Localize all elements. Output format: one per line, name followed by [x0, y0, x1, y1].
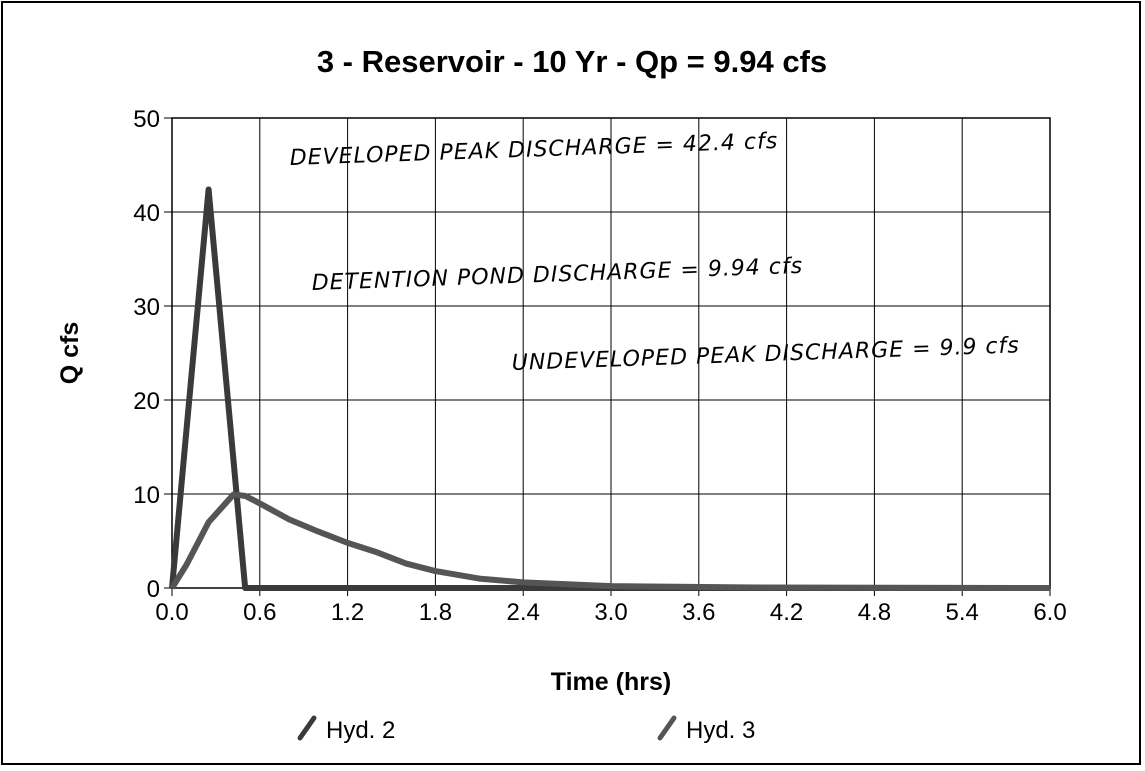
y-tick-label: 0 [147, 576, 160, 603]
y-tick-label: 40 [133, 200, 160, 227]
x-tick-label: 0.6 [243, 599, 276, 626]
chart-title: 3 - Reservoir - 10 Yr - Qp = 9.94 cfs [317, 44, 827, 79]
x-tick-label: 5.4 [946, 599, 979, 626]
y-tick-label: 10 [133, 482, 160, 509]
x-tick-label: 3.0 [594, 599, 627, 626]
legend-label: Hyd. 2 [326, 717, 395, 744]
y-tick-label: 50 [133, 106, 160, 133]
series-line [169, 491, 1051, 591]
legend-label: Hyd. 3 [686, 717, 755, 744]
legend-swatch [657, 715, 677, 741]
y-axis-label: Q cfs [56, 322, 84, 385]
legend-swatch [297, 715, 317, 741]
x-tick-label: 3.6 [682, 599, 715, 626]
x-tick-label: 6.0 [1033, 599, 1066, 626]
x-tick-label: 0.0 [155, 599, 188, 626]
x-tick-label: 2.4 [507, 599, 540, 626]
x-tick-label: 1.8 [419, 599, 452, 626]
y-tick-label: 20 [133, 388, 160, 415]
series-line [169, 186, 1050, 591]
x-tick-label: 1.2 [331, 599, 364, 626]
x-tick-label: 4.2 [770, 599, 803, 626]
y-tick-label: 30 [133, 294, 160, 321]
x-tick-label: 4.8 [858, 599, 891, 626]
x-axis-label: Time (hrs) [551, 668, 671, 696]
